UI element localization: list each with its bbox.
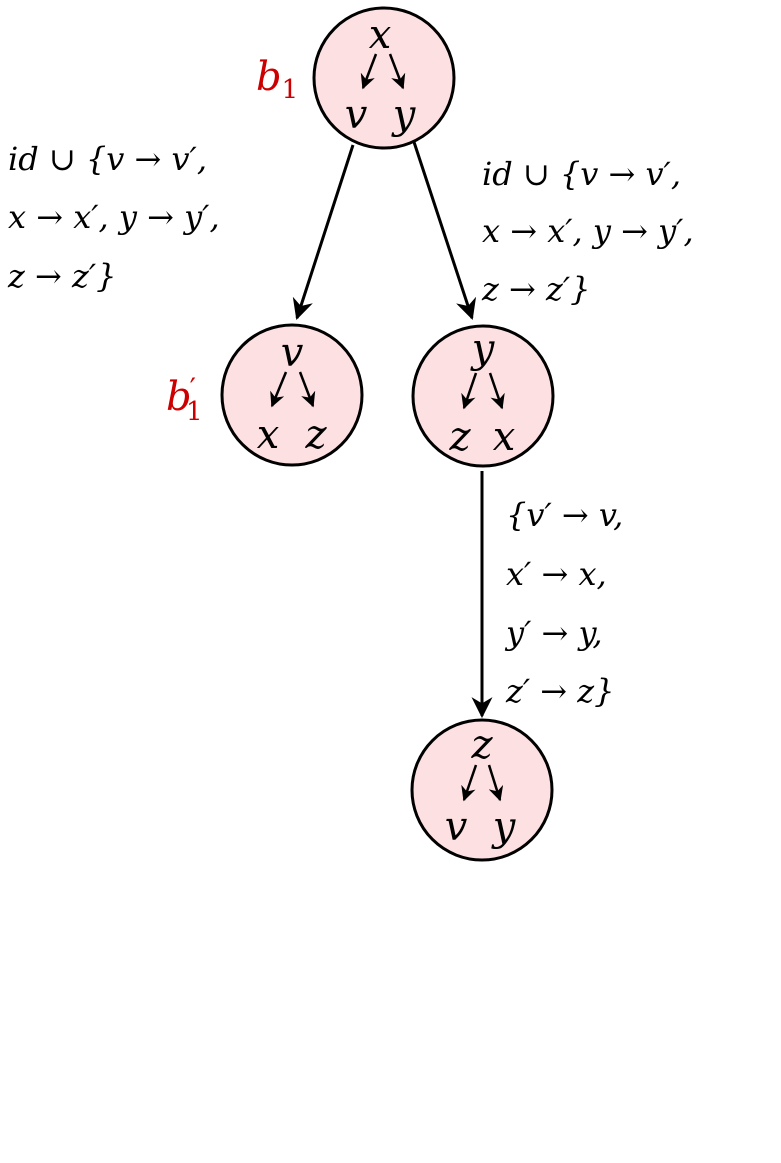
- edge-label-line: z → z′}: [7, 257, 117, 295]
- node-label-b1-prime: b′ 1: [166, 372, 203, 427]
- node-inner-arrow: [298, 371, 316, 408]
- node-left-var: x: [257, 412, 280, 458]
- node-root-var: v: [281, 330, 304, 376]
- node-bottom: z v y: [410, 718, 554, 862]
- edge-label-line: id ∪ {v → v′,: [482, 155, 681, 193]
- edge-label-line: x → x′, y → y′,: [8, 198, 220, 236]
- node-circle: [411, 324, 555, 468]
- edge-label-line: x → x′, y → y′,: [482, 212, 694, 250]
- node-inner-arrow: [388, 53, 406, 90]
- node-left-var: v: [445, 804, 468, 850]
- edge-label-line: z → z′}: [481, 270, 591, 308]
- edge-top-to-left: [292, 144, 355, 320]
- node-label-b1: b1: [256, 54, 298, 105]
- node-root-var: y: [470, 326, 496, 372]
- node-right-var: z: [304, 412, 327, 458]
- node-right-var: y: [391, 92, 417, 138]
- edge-label-line: z′ → z}: [505, 672, 615, 710]
- edge-top-to-right: [412, 141, 477, 320]
- node-left-var: v: [345, 92, 368, 138]
- node-inner-arrow: [488, 372, 505, 410]
- edge-label-line: y′ → y,: [504, 614, 603, 652]
- node-circle: [410, 718, 554, 862]
- edge-label-line: {v′ → v,: [506, 496, 623, 534]
- node-inner-arrow: [270, 371, 288, 408]
- node-inner-arrow: [487, 764, 504, 802]
- node-root-var: x: [369, 12, 392, 58]
- node-left-var: z: [448, 414, 471, 460]
- node-inner-arrow: [461, 372, 478, 410]
- node-top: x v y b1: [256, 6, 456, 150]
- edge-label-right-to-bottom: {v′ → v, x′ → x, y′ → y, z′ → z}: [504, 496, 623, 710]
- node-right-var: x: [493, 414, 516, 460]
- edge-label-top-to-left: id ∪ {v → v′, x → x′, y → y′, z → z′}: [7, 140, 220, 295]
- node-right-var: y: [491, 804, 517, 850]
- node-circle: [220, 323, 364, 467]
- node-root-var: z: [470, 722, 493, 768]
- node-inner-arrow: [360, 53, 378, 90]
- edge-label-top-to-right: id ∪ {v → v′, x → x′, y → y′, z → z′}: [481, 155, 694, 308]
- edge-label-line: id ∪ {v → v′,: [8, 140, 207, 178]
- node-circle: [312, 6, 456, 150]
- edge-label-line: x′ → x,: [506, 555, 607, 593]
- node-right: y z x: [411, 324, 555, 468]
- node-left: v x z b′ 1: [166, 323, 364, 467]
- node-inner-arrow: [461, 764, 478, 802]
